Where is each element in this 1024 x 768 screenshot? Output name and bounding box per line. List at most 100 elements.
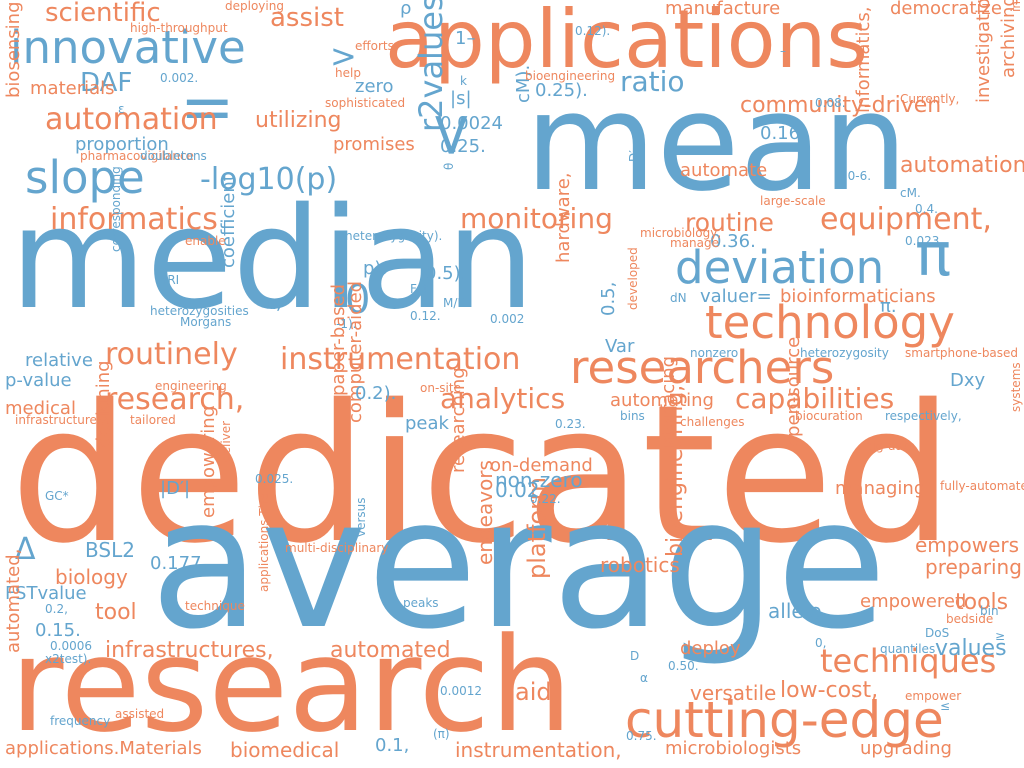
word-heterozygosity: heterozygosity). — [345, 229, 443, 243]
word-0-1: 0.1, — [375, 735, 410, 756]
word-0-50: 0.50. — [668, 659, 699, 673]
word-d: D — [630, 649, 640, 663]
word-p: p). — [363, 258, 388, 279]
word-0-0012: 0.0012 — [440, 684, 482, 698]
word-engineering: engineering — [155, 379, 227, 393]
word-tools: tools — [955, 590, 1009, 615]
word-0-2: 0.2, — [45, 602, 68, 616]
word-respectively: respectively, — [885, 409, 962, 423]
word-utilizing: utilizing — [255, 108, 342, 133]
word-coefficient: coefficient — [218, 174, 239, 268]
word-symbol: θ — [442, 162, 456, 170]
word-developed: developed — [626, 247, 640, 310]
word-0: 0, — [815, 636, 827, 650]
word-on-site: on-site — [420, 381, 461, 395]
word-symbol: – — [780, 44, 786, 58]
word-designing: designing — [93, 360, 114, 448]
word-hardware: hardware, — [553, 172, 574, 263]
word-automation: automation, — [900, 153, 1024, 178]
word-doubletons: doubletons — [140, 149, 207, 163]
word-research: research, — [105, 382, 245, 417]
word-automated: automated, — [3, 548, 24, 653]
word-medical: medical — [5, 398, 76, 419]
word-slope: slope — [25, 151, 145, 204]
word-biology: biology — [55, 565, 128, 589]
word-bins: bins — [620, 409, 645, 423]
word-on-demand: on-demand — [490, 455, 593, 476]
word-automate: automate — [680, 160, 768, 181]
word-symbol: Δ — [15, 532, 36, 567]
word-bioinformaticians: bioinformaticians — [780, 286, 936, 307]
word-infrastructures: infrastructures, — [105, 638, 274, 663]
word-0-15: 0.15. — [35, 620, 81, 641]
word-managing: managing — [835, 478, 926, 499]
word-values: values — [935, 636, 1007, 661]
word-monitoring: monitoring — [460, 202, 613, 235]
word-dedicated: dedicated — [10, 364, 954, 585]
word-instrumentation: instrumentation — [280, 342, 521, 377]
word-0-5: 0.5). — [425, 263, 467, 284]
word-empowered: empowered — [860, 591, 967, 612]
word-empowering: empowering — [198, 405, 219, 518]
word-microbiologists: microbiologists — [665, 738, 802, 759]
word-automating: automating — [610, 390, 714, 411]
word-deliver: deliver — [219, 420, 233, 462]
word-multi-disciplinary: multi-disciplinary — [285, 541, 389, 555]
word-symbol: α — [640, 671, 648, 685]
word-symbol: = — [180, 70, 235, 145]
word-corresponding: corresponding — [109, 166, 123, 252]
word-0-5: 0.5, — [598, 281, 619, 316]
word-applications-the: applications.The — [257, 493, 271, 592]
word-fstvalue: FSTvalue — [5, 583, 87, 604]
word-automation: automation — [45, 102, 218, 137]
word-preparing: preparing — [925, 555, 1022, 579]
word-1: -1). — [336, 317, 357, 331]
word-manage: manage — [670, 236, 720, 250]
word-zero: zero — [355, 76, 394, 97]
word-versatile: versatile — [690, 681, 777, 705]
word-0-23: 0.23. — [555, 417, 586, 431]
word-symbol: ≤ — [940, 699, 951, 713]
word-daf: DAF — [80, 68, 133, 98]
word-versus: versus — [354, 497, 368, 537]
word-heterozygosities: heterozygosities — [150, 304, 249, 318]
word-heterozygosity: heterozygosity — [800, 346, 889, 360]
word-quantiles: quantiles — [880, 642, 936, 656]
word-peaks: peaks — [403, 596, 439, 610]
word-median: median — [10, 178, 535, 341]
word-promises: promises — [333, 134, 415, 155]
word-dos: DoS — [925, 626, 950, 640]
word-technology: technology — [705, 296, 955, 349]
word-log10-p: -log10(p) — [200, 162, 338, 197]
word-1: 1– — [455, 28, 476, 49]
word-innovative: innovative — [10, 21, 246, 74]
word-dn: dN — [670, 291, 687, 305]
word-deviation: deviation — [675, 241, 885, 294]
word-0-12: 0.12. — [410, 309, 441, 323]
word-analytics: analytics — [440, 382, 566, 415]
word-interfacing: interfacing — [658, 355, 679, 453]
word-equipment: equipment, — [820, 202, 992, 237]
word-biosensing: biosensing — [3, 1, 24, 98]
word-0-36: 0.36. — [710, 231, 756, 252]
word-gc: GC* — [45, 489, 69, 503]
word-m-f: M/F — [443, 296, 465, 310]
word-assist: assist — [270, 3, 344, 33]
word-tailored: tailored — [130, 413, 176, 427]
word-pharmacovigilance: pharmacovigilance — [80, 149, 194, 163]
word-materials: materials — [30, 78, 115, 99]
word-empowers: empowers — [915, 533, 1020, 557]
word-0-4: 0.4. — [915, 202, 938, 216]
word-instrumentation: instrumentation, — [455, 738, 622, 762]
word-democratize: democratize — [890, 0, 1002, 19]
word-10-6: 10-6. — [840, 169, 872, 183]
word-symbol: π. — [880, 296, 897, 317]
word-techniques: techniques — [820, 642, 997, 680]
word-0-25: 0.25). — [535, 80, 588, 101]
word-deploy: deploy — [680, 638, 741, 659]
word-non-zero: non-zero — [495, 468, 583, 492]
word-robotics: robotics — [600, 553, 680, 577]
word-0-75: 0.75. — [626, 729, 657, 743]
word-technique: technique — [185, 599, 245, 613]
